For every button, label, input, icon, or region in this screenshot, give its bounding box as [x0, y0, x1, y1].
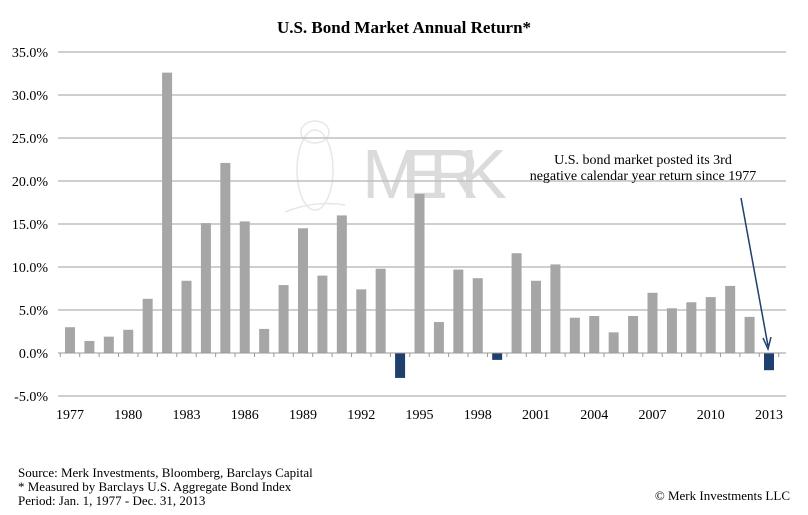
bar-1985: [220, 162, 231, 353]
bar-1988: [278, 285, 289, 353]
bar-1977: [65, 327, 75, 353]
watermark: MERK: [284, 120, 507, 213]
bar-2008: [666, 308, 677, 353]
bar-1998: [472, 278, 483, 353]
bar-1999: [492, 353, 503, 360]
bar-1979: [103, 336, 114, 353]
x-tick-label: 1989: [289, 408, 317, 423]
annotation-arrow: [740, 197, 769, 347]
y-tick-label: -5.0%: [14, 390, 48, 405]
bar-1997: [453, 269, 464, 353]
y-tick-label: 30.0%: [12, 89, 49, 104]
bar-1990: [317, 275, 328, 353]
y-tick-label: 25.0%: [12, 132, 49, 147]
x-tick-label: 1995: [406, 408, 434, 423]
x-tick-label: 1983: [173, 408, 201, 423]
x-tick-label: 2013: [755, 408, 783, 423]
x-tick-label: 1992: [347, 408, 375, 423]
bar-1995: [414, 193, 425, 353]
bar-1984: [200, 223, 211, 353]
y-tick-label: 15.0%: [12, 218, 49, 233]
annotation-line-2: negative calendar year return since 1977: [530, 169, 757, 184]
bar-2006: [628, 316, 639, 353]
bar-1986: [239, 221, 250, 353]
x-tick-label: 2001: [522, 408, 550, 423]
x-tick-label: 1986: [231, 408, 259, 423]
bar-2003: [569, 317, 580, 353]
bar-2010: [705, 297, 716, 353]
bar-2013: [764, 353, 774, 371]
chart-title: U.S. Bond Market Annual Return*: [276, 18, 532, 37]
x-tick-label: 1998: [464, 408, 492, 423]
copyright: © Merk Investments LLC: [654, 488, 790, 503]
index-note: * Measured by Barclays U.S. Aggregate Bo…: [18, 479, 292, 494]
bar-2001: [531, 280, 541, 353]
bar-1981: [142, 298, 153, 353]
y-tick-label: 0.0%: [19, 347, 49, 362]
bar-2009: [686, 302, 697, 353]
bar-2011: [725, 285, 736, 353]
bar-1987: [259, 328, 270, 353]
bar-2012: [744, 316, 755, 353]
bar-2007: [647, 292, 658, 353]
bar-1993: [375, 268, 386, 353]
bar-2004: [589, 316, 600, 353]
period-note: Period: Jan. 1, 1977 - Dec. 31, 2013: [18, 493, 206, 508]
bar-2000: [511, 253, 522, 353]
y-tick-label: 20.0%: [12, 175, 49, 190]
bar-1980: [123, 329, 134, 353]
bar-1996: [433, 322, 444, 353]
bar-2002: [550, 264, 561, 353]
annotation-line-1: U.S. bond market posted its 3rd: [554, 153, 732, 168]
bar-1982: [162, 72, 173, 353]
y-tick-label: 10.0%: [12, 261, 49, 276]
arrow-head-icon: [762, 336, 772, 352]
source-note: Source: Merk Investments, Bloomberg, Bar…: [18, 465, 313, 480]
x-tick-label: 2010: [697, 408, 725, 423]
bar-1989: [298, 228, 308, 353]
bar-1991: [336, 215, 347, 353]
y-tick-label: 5.0%: [19, 304, 49, 319]
x-tick-label: 2007: [639, 408, 667, 423]
bar-2005: [608, 332, 619, 353]
bar-1978: [84, 340, 95, 353]
bar-1983: [181, 280, 192, 353]
x-tick-label: 2004: [580, 408, 608, 423]
owl-icon: [284, 120, 346, 213]
x-tick-label: 1977: [56, 408, 84, 423]
bar-1994: [395, 353, 406, 378]
bar-1992: [356, 289, 367, 353]
x-tick-label: 1980: [114, 408, 142, 423]
watermark-text: MERK: [362, 135, 507, 213]
y-tick-label: 35.0%: [12, 46, 49, 61]
